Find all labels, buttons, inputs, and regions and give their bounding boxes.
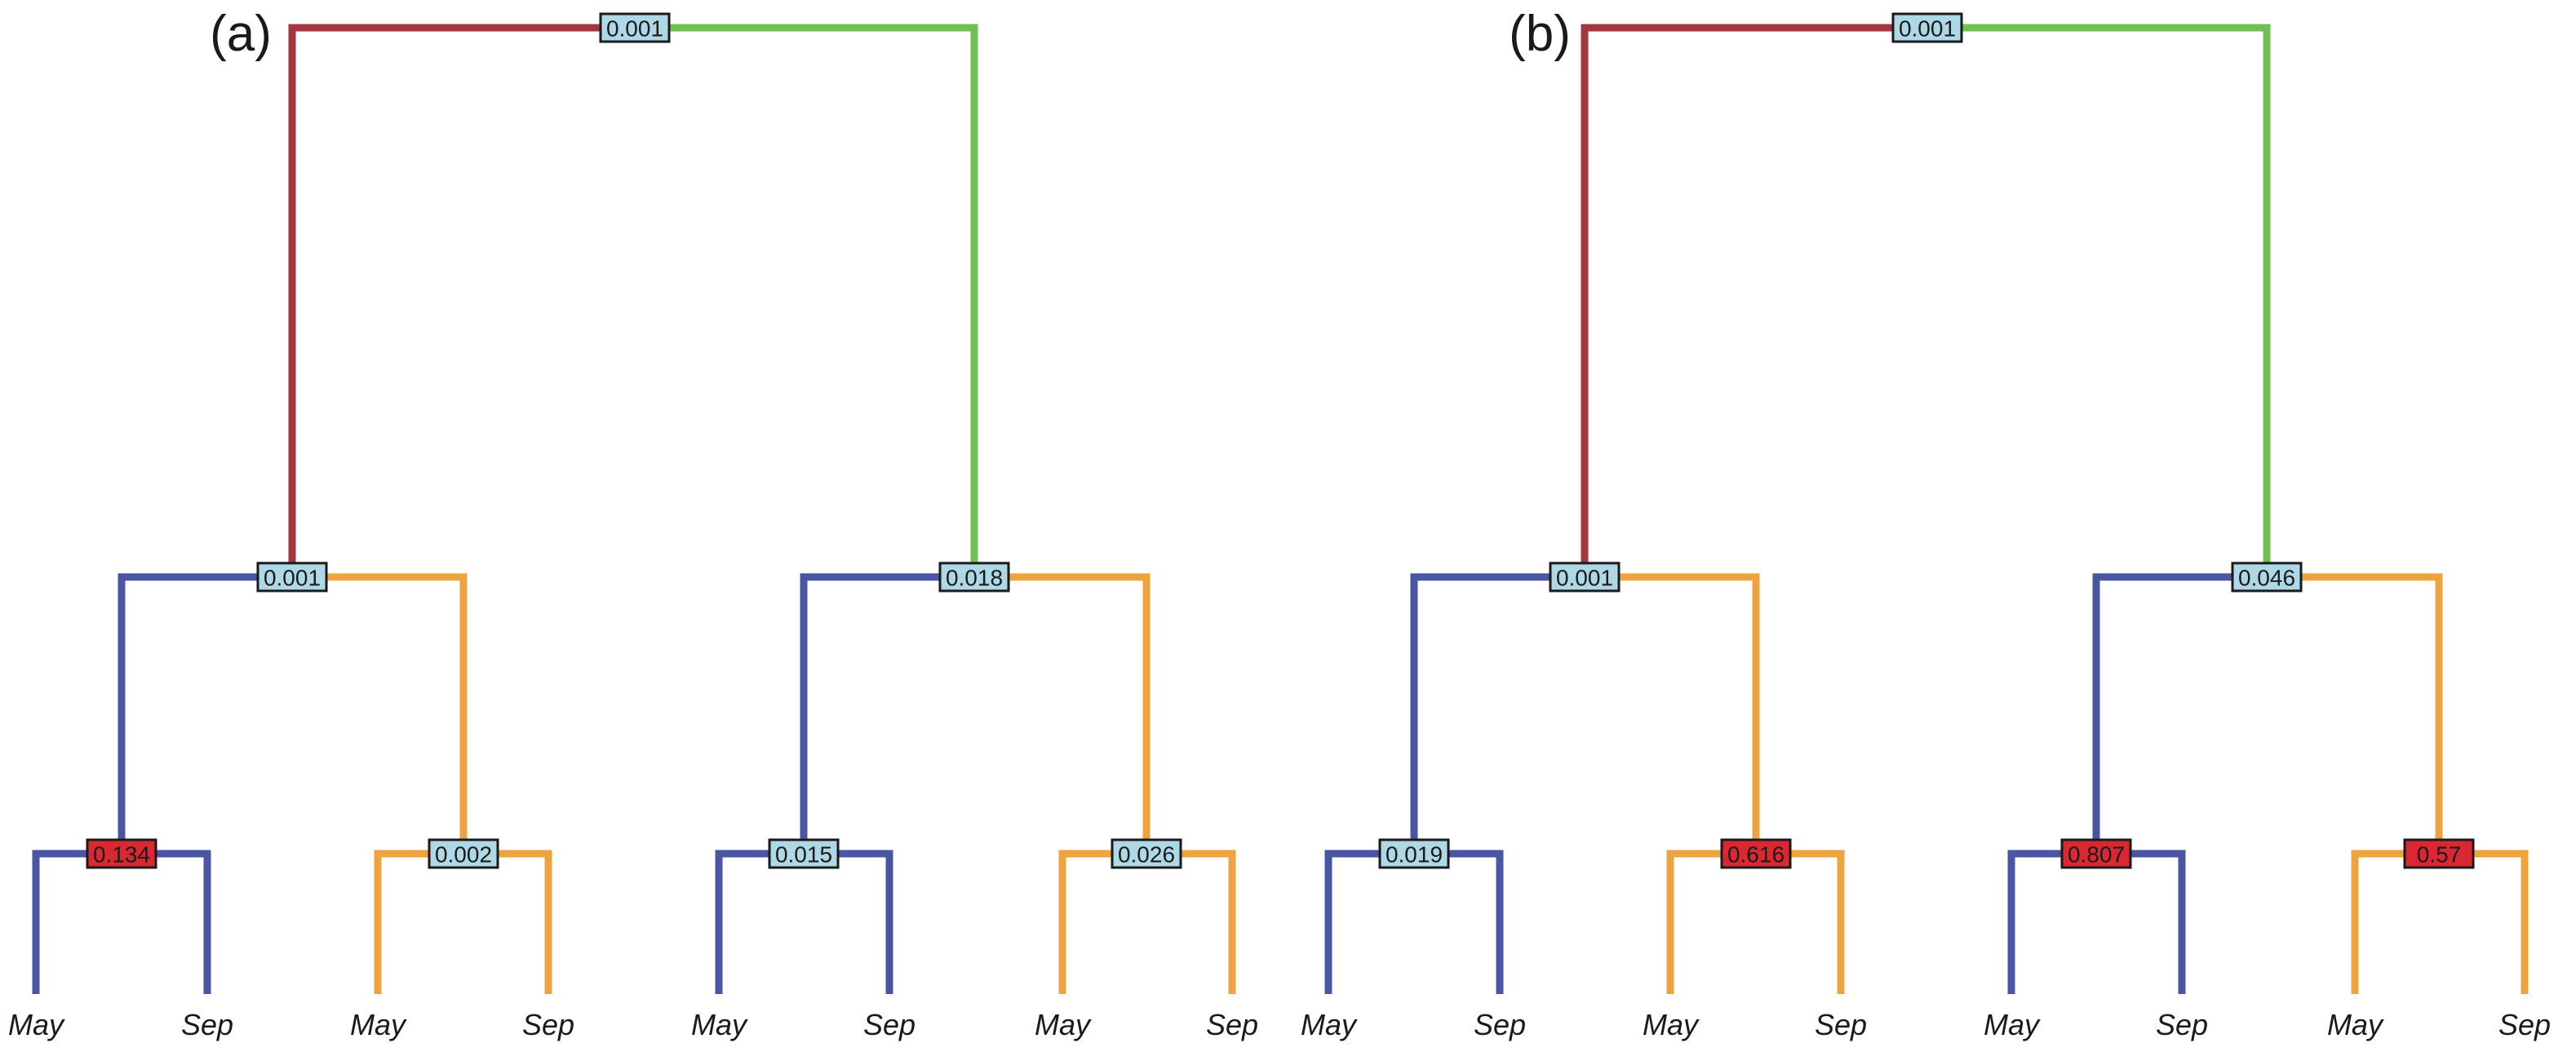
- node-bottom-label: 0.019: [1386, 842, 1443, 868]
- leaf-label: Sep: [1474, 1008, 1526, 1041]
- branch-leaf-may: [374, 850, 463, 994]
- node-mid-box: [938, 562, 1010, 593]
- branch-mid-left: [2092, 573, 2267, 854]
- branch-leaf-may: [2007, 850, 2096, 994]
- node-root: 0.001: [1891, 12, 1963, 43]
- node-bottom-box: [768, 838, 840, 869]
- branch-root-right: [635, 24, 978, 577]
- panel-a: (a) 0.001 0.001 0.018 0.134 0.002 0.015 0.026 Ma…: [8, 6, 1258, 1041]
- node-bottom-label: 0.57: [2417, 842, 2462, 868]
- branch-leaf-may: [1324, 850, 1414, 994]
- branch-root-left: [288, 24, 635, 577]
- branch-leaf-sep: [122, 850, 211, 994]
- node-root: 0.001: [599, 12, 671, 43]
- node-bottom: 0.134: [86, 838, 157, 869]
- node-root-box: [1891, 12, 1963, 43]
- branch-leaf-sep: [1146, 850, 1236, 994]
- branch-mid-left: [1410, 573, 1585, 854]
- branch-leaf-sep: [1414, 850, 1504, 994]
- node-bottom: 0.019: [1378, 838, 1450, 869]
- node-mid-label: 0.001: [1556, 566, 1613, 591]
- node-mid-label: 0.018: [946, 566, 1003, 591]
- leaf-label: May: [2327, 1008, 2384, 1041]
- leaf-label: Sep: [2156, 1008, 2208, 1041]
- branch-root-left: [1581, 24, 1927, 577]
- node-bottom-label: 0.616: [1727, 842, 1785, 868]
- node-bottom-box: [428, 838, 499, 869]
- branch-leaf-may: [1058, 850, 1146, 994]
- leaf-label: May: [8, 1008, 65, 1041]
- node-bottom-box: [1378, 838, 1450, 869]
- panel-b: (b) 0.001 0.001 0.046 0.019 0.616 0.807 0.57 May…: [1301, 6, 2551, 1041]
- branch-leaf-may: [32, 850, 122, 994]
- node-mid-label: 0.046: [2238, 566, 2295, 591]
- node-bottom-label: 0.015: [775, 842, 832, 868]
- leaf-label: May: [1643, 1008, 1700, 1041]
- node-bottom-label: 0.002: [435, 842, 492, 868]
- leaf-label: Sep: [1206, 1008, 1258, 1041]
- branch-mid-right: [974, 573, 1151, 854]
- branch-mid-right: [1585, 573, 1760, 854]
- branch-leaf-may: [1666, 850, 1756, 994]
- node-root-label: 0.001: [1899, 16, 1956, 42]
- leaf-label: May: [691, 1008, 748, 1041]
- node-mid: 0.018: [938, 562, 1010, 593]
- node-bottom: 0.57: [2403, 838, 2475, 869]
- node-mid: 0.046: [2231, 562, 2303, 593]
- branch-leaf-sep: [804, 850, 893, 994]
- branch-leaf-sep: [463, 850, 552, 994]
- leaf-label: May: [1301, 1008, 1358, 1041]
- branch-mid-right: [2267, 573, 2443, 854]
- leaf-label: May: [1035, 1008, 1092, 1041]
- node-bottom-label: 0.026: [1118, 842, 1175, 868]
- node-mid: 0.001: [1549, 562, 1621, 593]
- node-mid: 0.001: [256, 562, 328, 593]
- leaf-label: May: [1984, 1008, 2041, 1041]
- panel-label: (b): [1509, 6, 1571, 62]
- node-bottom-box: [1720, 838, 1792, 869]
- node-bottom-label: 0.807: [2068, 842, 2125, 868]
- node-root-box: [599, 12, 671, 43]
- branch-root-right: [1927, 24, 2271, 577]
- node-mid-box: [1549, 562, 1621, 593]
- node-bottom-box: [2403, 838, 2475, 869]
- node-mid-box: [2231, 562, 2303, 593]
- node-bottom-label: 0.134: [93, 842, 150, 868]
- node-bottom: 0.807: [2060, 838, 2132, 869]
- node-bottom: 0.015: [768, 838, 840, 869]
- leaf-label: Sep: [181, 1008, 233, 1041]
- branch-leaf-sep: [1756, 850, 1845, 994]
- branch-leaf-sep: [2439, 850, 2529, 994]
- branch-mid-left: [800, 573, 974, 854]
- branch-leaf-may: [2351, 850, 2439, 994]
- leaf-label: May: [350, 1008, 407, 1041]
- node-bottom: 0.002: [428, 838, 499, 869]
- leaf-label: Sep: [1815, 1008, 1867, 1041]
- leaf-label: Sep: [2498, 1008, 2551, 1041]
- node-bottom: 0.616: [1720, 838, 1792, 869]
- branch-leaf-sep: [2096, 850, 2186, 994]
- node-bottom: 0.026: [1111, 838, 1182, 869]
- node-bottom-box: [86, 838, 157, 869]
- node-mid-box: [256, 562, 328, 593]
- panel-label: (a): [210, 6, 272, 62]
- branch-mid-right: [292, 573, 468, 854]
- branch-mid-left: [117, 573, 292, 854]
- node-root-label: 0.001: [606, 16, 663, 42]
- leaf-label: Sep: [522, 1008, 574, 1041]
- node-bottom-box: [2060, 838, 2132, 869]
- node-mid-label: 0.001: [264, 566, 321, 591]
- node-bottom-box: [1111, 838, 1182, 869]
- branch-leaf-may: [715, 850, 804, 994]
- leaf-label: Sep: [863, 1008, 916, 1041]
